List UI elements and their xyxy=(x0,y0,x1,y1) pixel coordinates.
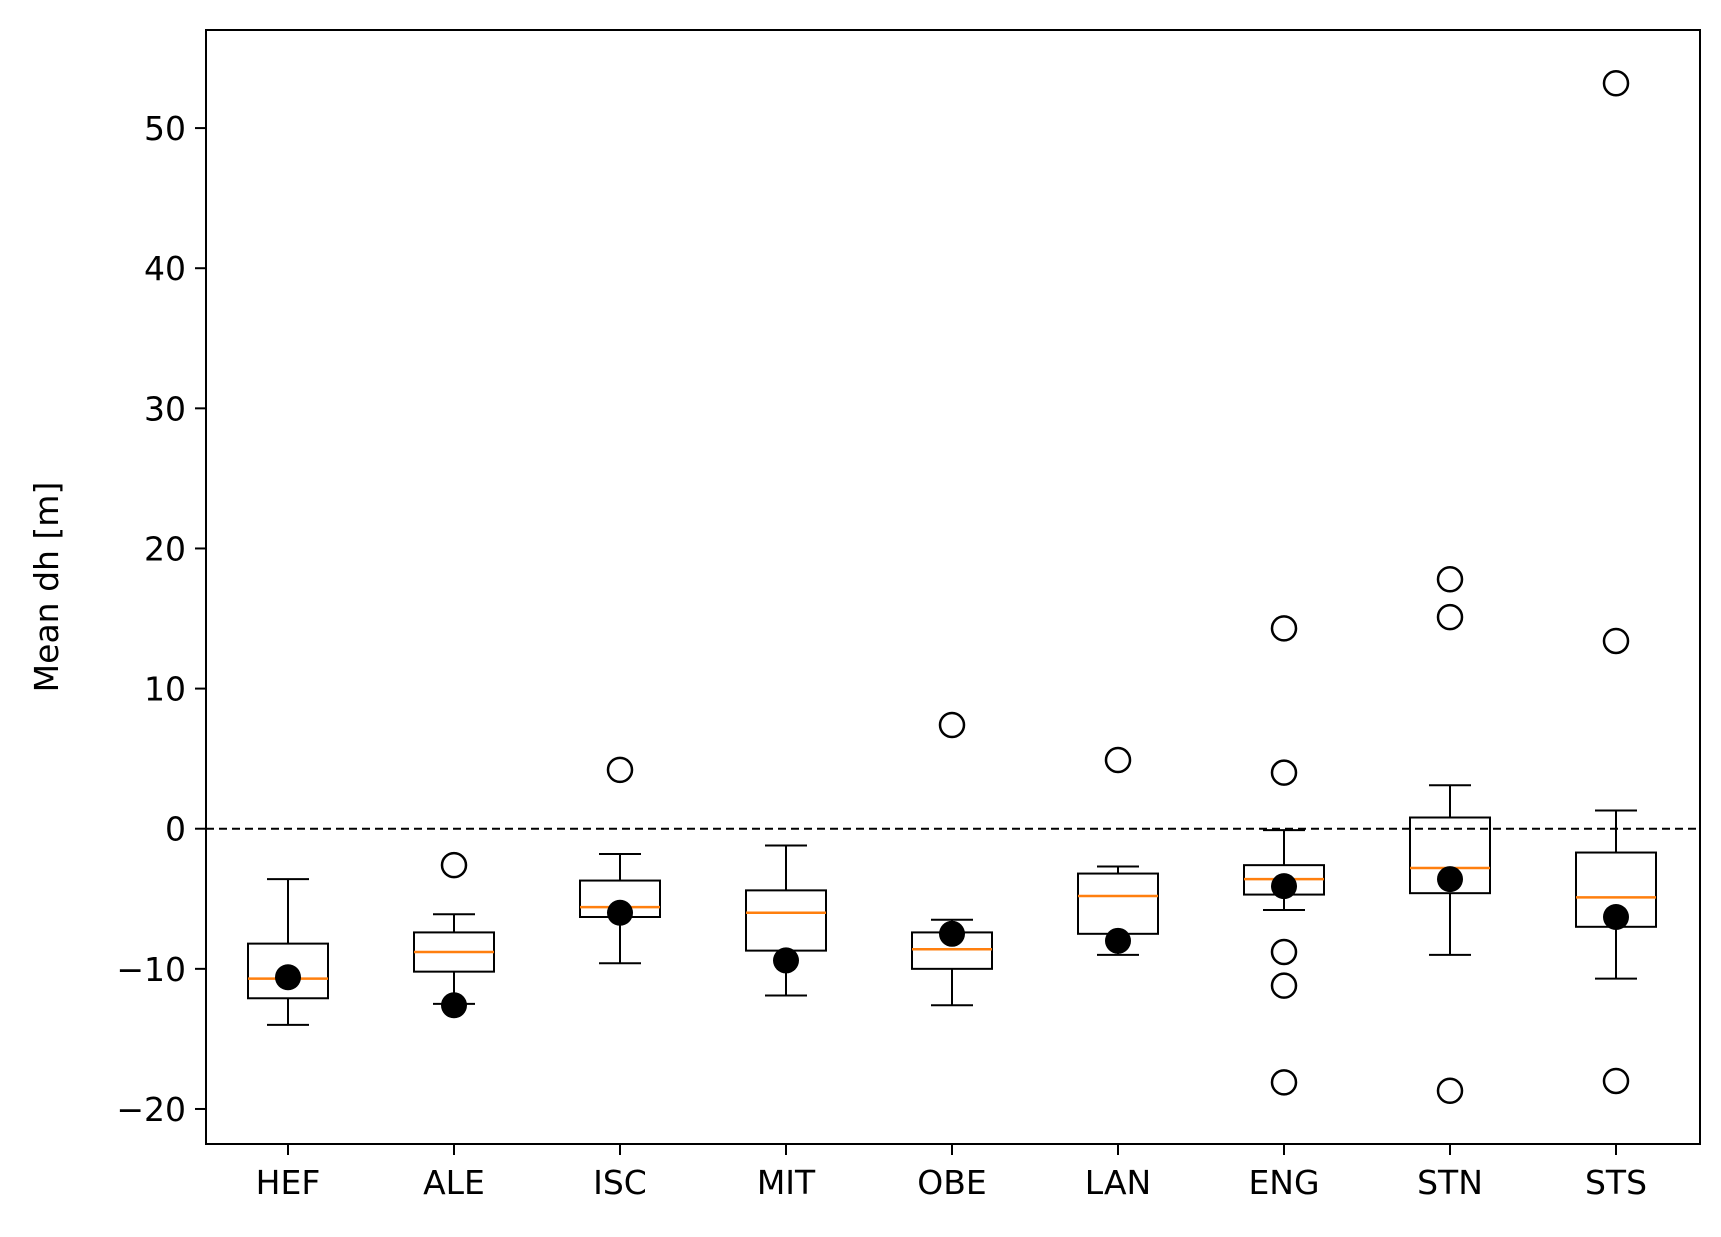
box-sts xyxy=(1575,69,1657,1095)
y-tick-label: −20 xyxy=(116,1090,186,1129)
y-tick-label: 0 xyxy=(165,810,186,849)
box-ale xyxy=(413,851,495,1019)
outlier-sts-2 xyxy=(1602,627,1630,655)
x-tick-label: OBE xyxy=(917,1163,986,1202)
outlier-obe-1 xyxy=(938,711,966,739)
outlier-eng-3 xyxy=(1270,938,1298,966)
outlier-sts-3 xyxy=(1602,1067,1630,1095)
box-stn xyxy=(1409,566,1491,1105)
x-tick-label: ENG xyxy=(1248,1163,1319,1202)
y-tick-label: 20 xyxy=(144,529,186,568)
x-tick-label: MIT xyxy=(757,1163,816,1202)
y-tick-label: 40 xyxy=(144,249,186,288)
y-axis: −20 −10 0 10 20 30 40 50 xyxy=(116,109,206,1129)
x-tick-label: STS xyxy=(1585,1163,1647,1202)
iqr-box-hef xyxy=(247,942,329,1000)
y-tick-label: 50 xyxy=(144,109,186,148)
plot-frame xyxy=(205,29,1701,1145)
outlier-eng-5 xyxy=(1270,1069,1298,1096)
outlier-stn-3 xyxy=(1436,1077,1464,1105)
mean-marker-hef xyxy=(275,964,301,991)
mean-marker-isc xyxy=(607,899,633,926)
mean-marker-stn xyxy=(1437,866,1463,893)
y-tick-label: −10 xyxy=(116,950,186,989)
outlier-stn-1 xyxy=(1436,566,1464,593)
box-hef xyxy=(247,878,329,1026)
y-tick-label: 30 xyxy=(144,389,186,428)
mean-marker-obe xyxy=(939,920,965,947)
y-tick-label: 10 xyxy=(144,670,186,709)
box-isc xyxy=(579,756,661,965)
mean-marker-ale xyxy=(441,992,467,1019)
box-obe xyxy=(911,711,993,1007)
outlier-ale-1 xyxy=(440,851,468,879)
mean-marker-sts xyxy=(1603,903,1629,930)
box-mit xyxy=(745,844,827,997)
x-tick-label: STN xyxy=(1417,1163,1483,1202)
chart-marks xyxy=(206,69,1700,1105)
iqr-box-stn xyxy=(1409,816,1491,895)
box-lan xyxy=(1077,746,1159,956)
outlier-stn-2 xyxy=(1436,603,1464,631)
x-axis: HEF ALE ISC MIT OBE LAN ENG STN STS xyxy=(256,1144,1647,1202)
outlier-eng-1 xyxy=(1270,615,1298,642)
x-tick-label: ISC xyxy=(593,1163,647,1202)
box-eng xyxy=(1243,615,1325,1096)
x-tick-label: LAN xyxy=(1085,1163,1151,1202)
outlier-eng-2 xyxy=(1270,759,1298,786)
mean-marker-eng xyxy=(1271,873,1297,900)
x-tick-label: ALE xyxy=(423,1163,485,1202)
mean-marker-mit xyxy=(773,947,799,974)
outlier-sts-1 xyxy=(1602,69,1630,97)
mean-marker-lan xyxy=(1105,927,1131,954)
outlier-lan-1 xyxy=(1104,746,1132,774)
y-axis-label: Mean dh [m] xyxy=(27,482,66,693)
outlier-isc-1 xyxy=(606,756,634,784)
outlier-eng-4 xyxy=(1270,972,1298,999)
x-tick-label: HEF xyxy=(256,1163,321,1202)
